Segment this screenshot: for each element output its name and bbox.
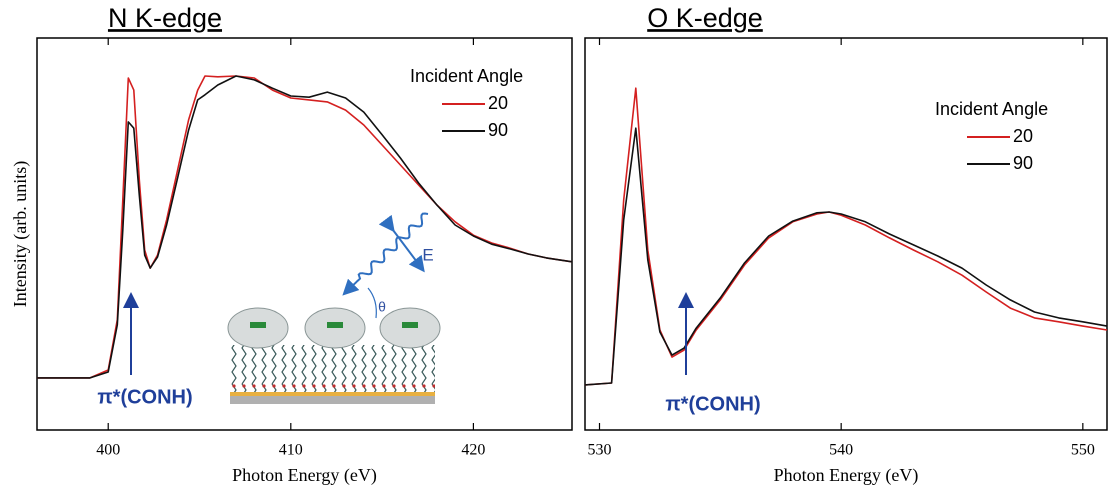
x-tick-label: 400 (96, 442, 120, 459)
legend-label: 90 (488, 120, 508, 140)
chart-title: N K-edge (108, 3, 222, 33)
plot-frame (584, 37, 1108, 431)
angle-arc (367, 287, 377, 319)
y-axis-label: Intensity (arb. units) (10, 161, 31, 307)
spectrum-line (584, 87, 1108, 386)
spectrum-line (37, 75, 573, 379)
annotation: π*(CONH) (665, 393, 760, 415)
legend-label: 20 (488, 93, 508, 113)
x-tick-label: 530 (588, 442, 612, 459)
spectrum-line (37, 75, 573, 379)
x-axis-label: Photon Energy (eV) (232, 465, 377, 486)
e-vector (378, 214, 425, 273)
annotation: E (422, 245, 433, 264)
legend-label: 90 (1013, 153, 1033, 173)
x-tick-label: 540 (829, 442, 853, 459)
plot-frame (36, 37, 573, 431)
x-tick-label: 410 (279, 442, 303, 459)
annotation: π*(CONH) (97, 386, 192, 408)
inset-schematic (227, 212, 441, 404)
legend-title: Incident Angle (935, 99, 1048, 119)
x-tick-label: 420 (461, 442, 485, 459)
chart-title: O K-edge (647, 3, 763, 33)
x-tick-label: 550 (1071, 442, 1095, 459)
legend-label: 20 (1013, 126, 1033, 146)
substrate (230, 396, 435, 404)
protein-cores (250, 322, 418, 328)
x-ray-beam (342, 212, 429, 296)
x-axis-label: Photon Energy (eV) (774, 465, 919, 486)
spectrum-line (584, 127, 1108, 386)
gold-layer (230, 392, 435, 396)
legend-title: Incident Angle (410, 66, 523, 86)
monolayer (230, 345, 435, 393)
annotation: θ (378, 299, 386, 315)
